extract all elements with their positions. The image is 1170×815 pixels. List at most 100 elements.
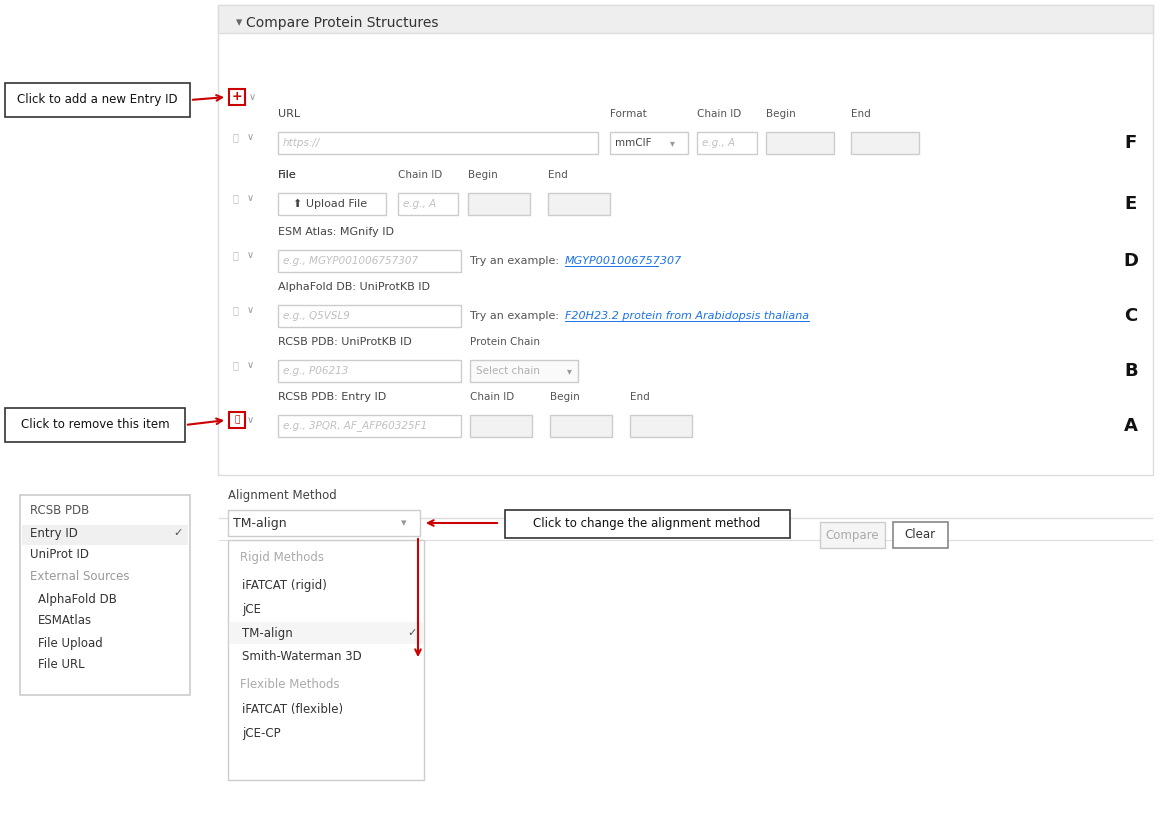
Text: Click to add a new Entry ID: Click to add a new Entry ID (16, 94, 178, 107)
Text: File: File (278, 170, 297, 180)
Text: E: E (1124, 195, 1137, 213)
Text: End: End (629, 392, 649, 402)
Text: UniProt ID: UniProt ID (30, 548, 89, 562)
Bar (278, 415, 461, 437)
Text: iFATCAT (rigid): iFATCAT (rigid) (242, 579, 326, 592)
Bar (548, 193, 610, 215)
Text: mmCIF: mmCIF (615, 138, 652, 148)
Text: jCE: jCE (242, 602, 261, 615)
Text: ∨: ∨ (247, 305, 254, 315)
Bar (229, 89, 245, 105)
Text: File Upload: File Upload (37, 637, 103, 650)
Text: Flexible Methods: Flexible Methods (240, 679, 339, 691)
Text: ∨: ∨ (247, 250, 254, 260)
Text: RCSB PDB: UniProtKB ID: RCSB PDB: UniProtKB ID (278, 337, 412, 347)
Bar (228, 510, 420, 536)
Bar (278, 305, 461, 327)
Text: B: B (1124, 362, 1137, 380)
Bar (697, 132, 757, 154)
Bar (278, 132, 598, 154)
Text: ▾: ▾ (670, 138, 675, 148)
Text: AlphaFold DB: AlphaFold DB (37, 593, 117, 606)
Text: ∨: ∨ (248, 92, 255, 102)
Text: ✓: ✓ (173, 528, 183, 538)
Bar (629, 415, 691, 437)
Bar (229, 622, 424, 644)
Bar (278, 193, 386, 215)
Text: Format: Format (610, 109, 647, 119)
Bar (820, 522, 885, 548)
Bar (218, 5, 1152, 475)
Text: MGYP001006757307: MGYP001006757307 (565, 256, 682, 266)
Text: 🗑: 🗑 (232, 250, 238, 260)
Bar (505, 510, 790, 538)
Text: Clear: Clear (904, 528, 936, 541)
Text: TM-align: TM-align (242, 627, 292, 640)
Text: ∨: ∨ (247, 132, 254, 142)
Text: RCSB PDB: Entry ID: RCSB PDB: Entry ID (278, 392, 386, 402)
Text: iFATCAT (flexible): iFATCAT (flexible) (242, 703, 343, 716)
Text: 🗑: 🗑 (232, 360, 238, 370)
Text: e.g., A: e.g., A (402, 199, 436, 209)
Bar (229, 412, 245, 428)
Text: Chain ID: Chain ID (398, 170, 442, 180)
Text: File: File (278, 170, 297, 180)
Text: e.g., A: e.g., A (702, 138, 735, 148)
Text: https://: https:// (283, 138, 321, 148)
Text: jCE-CP: jCE-CP (242, 726, 281, 739)
Text: C: C (1124, 307, 1137, 325)
Text: +: + (232, 90, 242, 104)
Text: e.g., MGYP001006757307: e.g., MGYP001006757307 (283, 256, 418, 266)
Text: End: End (548, 170, 567, 180)
Text: Chain ID: Chain ID (470, 392, 515, 402)
Text: Protein Chain: Protein Chain (470, 337, 541, 347)
Bar (851, 132, 918, 154)
Text: Entry ID: Entry ID (30, 526, 78, 540)
Text: Begin: Begin (468, 170, 497, 180)
Text: ▾: ▾ (236, 16, 242, 29)
Bar (278, 250, 461, 272)
Text: A: A (1124, 417, 1138, 435)
Bar (5, 83, 190, 117)
Text: Chain ID: Chain ID (697, 109, 742, 119)
Text: Rigid Methods: Rigid Methods (240, 552, 324, 565)
Text: Try an example:: Try an example: (470, 256, 563, 266)
Text: Try an example:: Try an example: (470, 311, 563, 321)
Bar (5, 408, 185, 442)
Text: e.g., P06213: e.g., P06213 (283, 366, 349, 376)
Bar (470, 415, 532, 437)
Text: D: D (1123, 252, 1138, 270)
Bar (893, 522, 948, 548)
Text: File URL: File URL (37, 659, 84, 672)
Text: 🗑: 🗑 (232, 305, 238, 315)
Bar (766, 132, 834, 154)
Text: e.g., Q5VSL9: e.g., Q5VSL9 (283, 311, 350, 321)
Bar (468, 193, 530, 215)
Text: ▾: ▾ (401, 518, 407, 528)
Bar (610, 132, 688, 154)
Text: ⬆ Upload File: ⬆ Upload File (292, 199, 367, 209)
Text: ✓: ✓ (407, 628, 417, 638)
Text: URL: URL (278, 109, 301, 119)
Text: Compare Protein Structures: Compare Protein Structures (246, 16, 439, 30)
Bar (278, 360, 461, 382)
Bar (228, 540, 424, 780)
Bar (218, 5, 1152, 33)
Text: ∨: ∨ (247, 193, 254, 203)
Text: Click to remove this item: Click to remove this item (21, 418, 170, 431)
Text: Select chain: Select chain (476, 366, 539, 376)
Text: Alignment Method: Alignment Method (228, 488, 337, 501)
Text: External Sources: External Sources (30, 570, 130, 584)
Text: Click to change the alignment method: Click to change the alignment method (534, 518, 760, 531)
Text: AlphaFold DB: UniProtKB ID: AlphaFold DB: UniProtKB ID (278, 282, 431, 292)
Text: 🗑: 🗑 (232, 193, 238, 203)
Text: F: F (1124, 134, 1137, 152)
Text: Smith-Waterman 3D: Smith-Waterman 3D (242, 650, 362, 663)
Text: Begin: Begin (550, 392, 580, 402)
Text: ▾: ▾ (567, 366, 572, 376)
Text: TM-align: TM-align (233, 517, 287, 530)
Bar (470, 360, 578, 382)
Text: 🗑: 🗑 (232, 132, 238, 142)
Text: RCSB PDB: RCSB PDB (30, 504, 89, 518)
Bar (398, 193, 457, 215)
